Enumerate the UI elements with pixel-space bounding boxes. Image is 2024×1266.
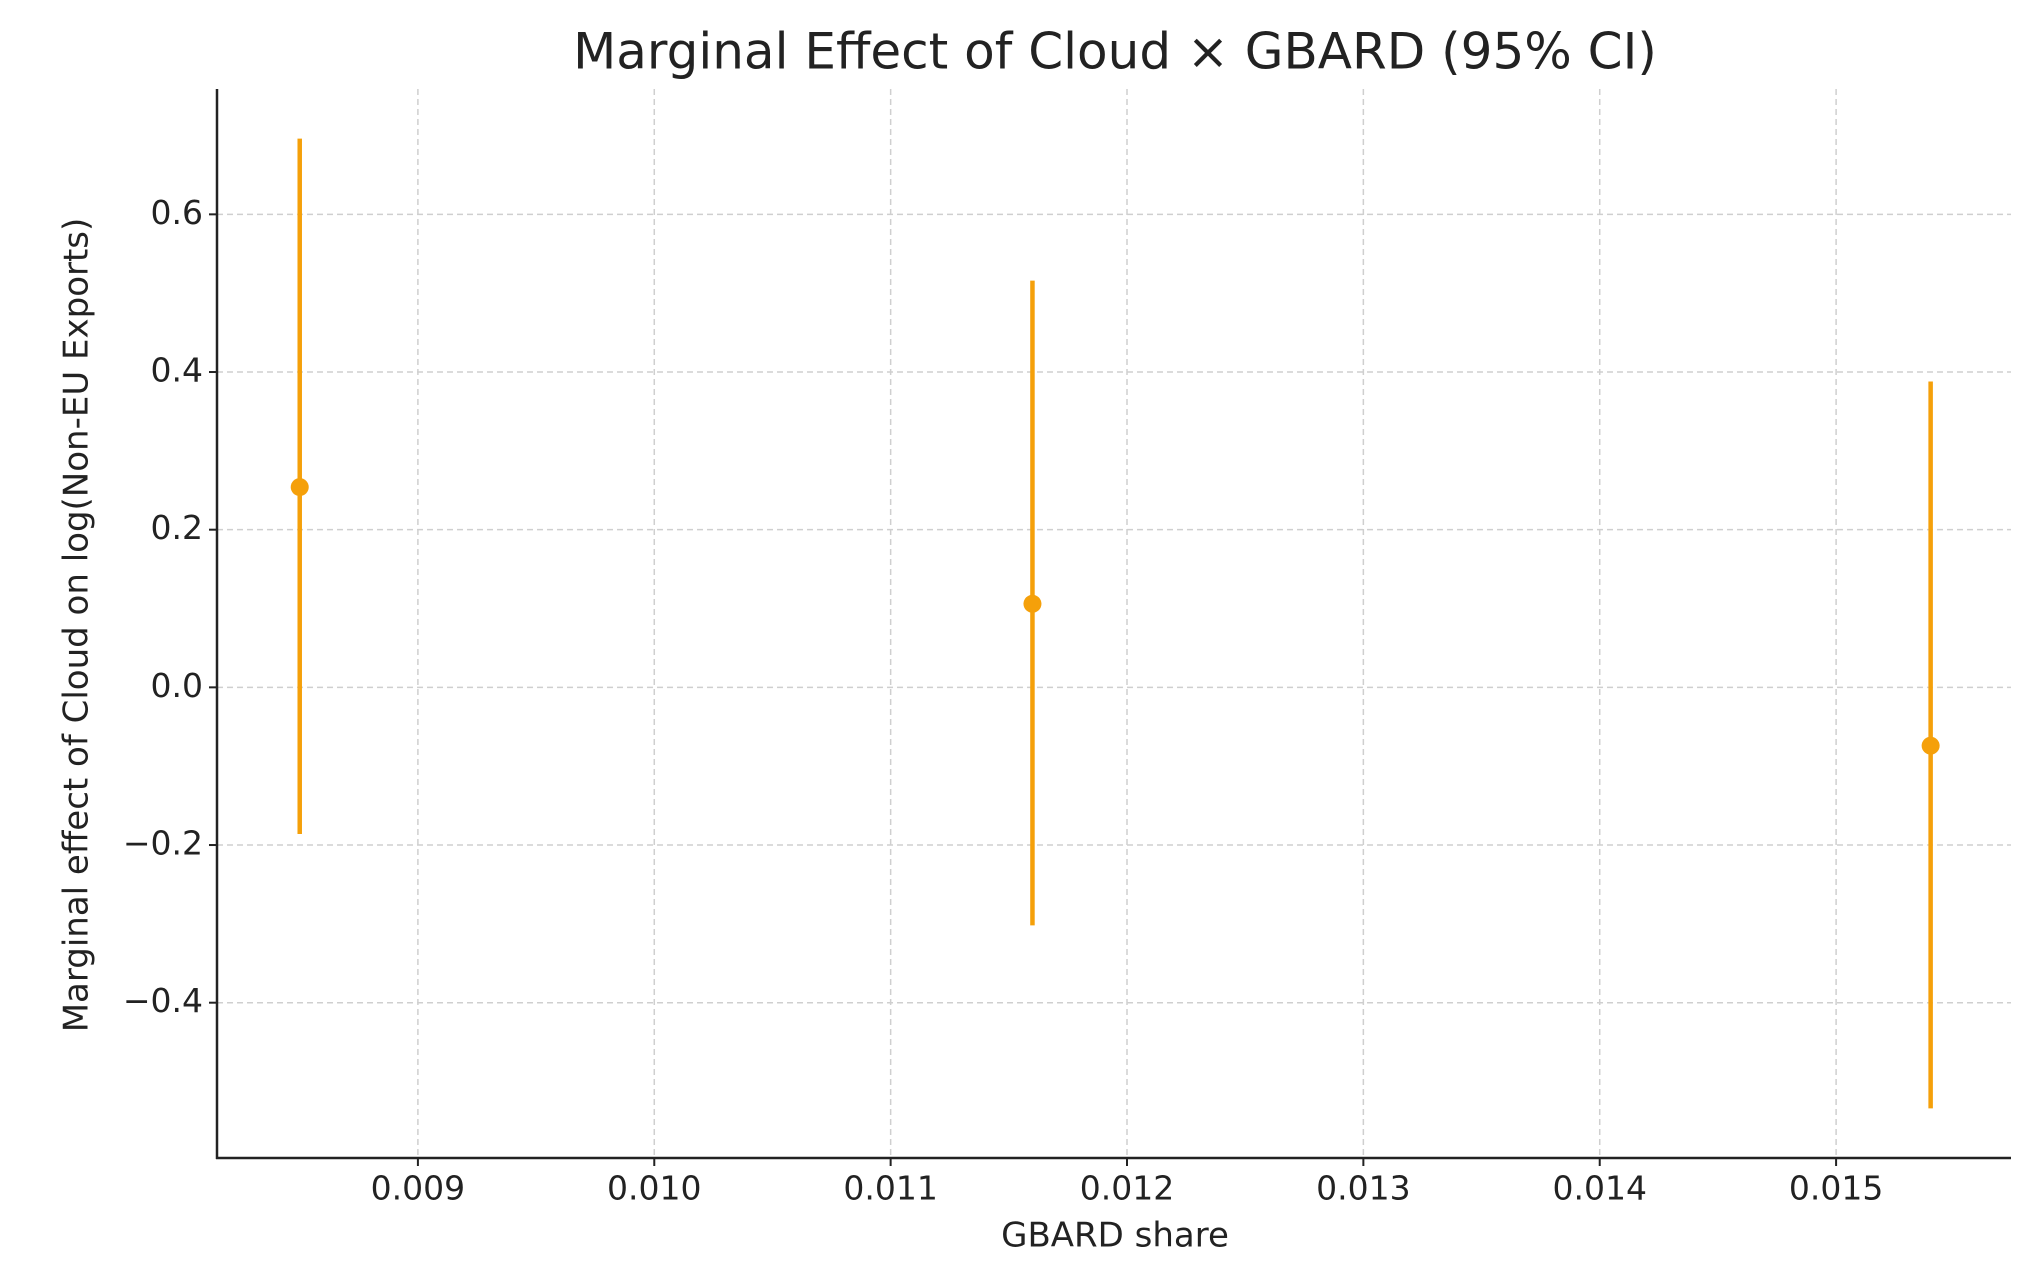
y-tick-label: 0.6 bbox=[151, 193, 203, 232]
y-tick-label: 0.0 bbox=[151, 666, 203, 705]
x-tick-label: 0.009 bbox=[371, 1169, 465, 1208]
x-tick-label: 0.010 bbox=[607, 1169, 701, 1208]
point bbox=[1921, 736, 1940, 755]
y-tick-label: −0.2 bbox=[123, 824, 203, 863]
x-tick-label: 0.012 bbox=[1080, 1169, 1174, 1208]
y-tick-label: −0.4 bbox=[123, 981, 203, 1020]
grid bbox=[217, 89, 2011, 1158]
y-axis-label: Marginal effect of Cloud on log(Non-EU E… bbox=[57, 218, 97, 1033]
y-tick-label: 0.2 bbox=[151, 508, 203, 547]
x-tick-label: 0.015 bbox=[1789, 1169, 1883, 1208]
point bbox=[290, 478, 309, 497]
x-tick-label: 0.014 bbox=[1552, 1169, 1646, 1208]
y-tick-label: 0.4 bbox=[151, 351, 203, 390]
point bbox=[1023, 594, 1042, 613]
x-tick-label: 0.013 bbox=[1316, 1169, 1410, 1208]
x-tick-label: 0.011 bbox=[843, 1169, 937, 1208]
marks bbox=[290, 138, 1940, 1109]
chart-title: Marginal Effect of Cloud × GBARD (95% CI… bbox=[573, 23, 1657, 81]
x-axis-label: GBARD share bbox=[1001, 1216, 1229, 1256]
